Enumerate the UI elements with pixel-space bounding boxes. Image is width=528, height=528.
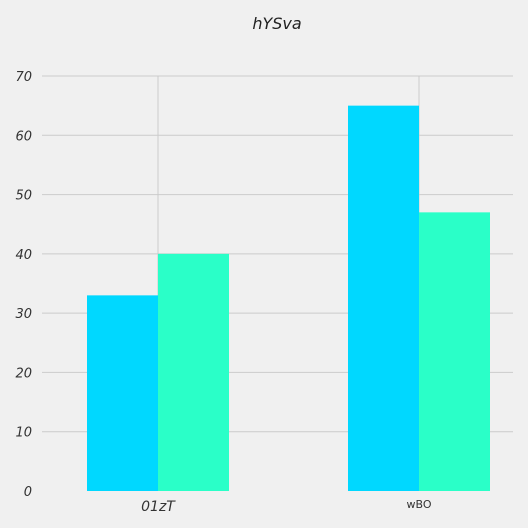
x-tick-label: 01zT xyxy=(141,499,176,515)
x-tick-label: wBO xyxy=(406,498,431,511)
chart-title: hYSva xyxy=(252,14,301,33)
bar-s0-c1 xyxy=(348,105,419,492)
y-tick-label: 0 xyxy=(24,485,32,500)
y-axis-ticks: 0 10 20 30 40 50 60 70 xyxy=(15,70,32,500)
y-tick-label: 50 xyxy=(15,189,32,204)
y-tick-label: 60 xyxy=(15,129,32,144)
x-axis-ticks: 01zT wBO xyxy=(141,498,432,515)
y-tick-label: 10 xyxy=(15,426,32,441)
y-tick-label: 20 xyxy=(15,366,32,381)
bar-s1-c0 xyxy=(158,253,229,491)
y-tick-label: 30 xyxy=(15,307,32,322)
bar-s0-c0 xyxy=(87,295,158,491)
bars xyxy=(87,105,490,492)
bar-s1-c1 xyxy=(419,212,490,491)
y-tick-label: 40 xyxy=(15,248,32,263)
y-tick-label: 70 xyxy=(15,70,32,85)
